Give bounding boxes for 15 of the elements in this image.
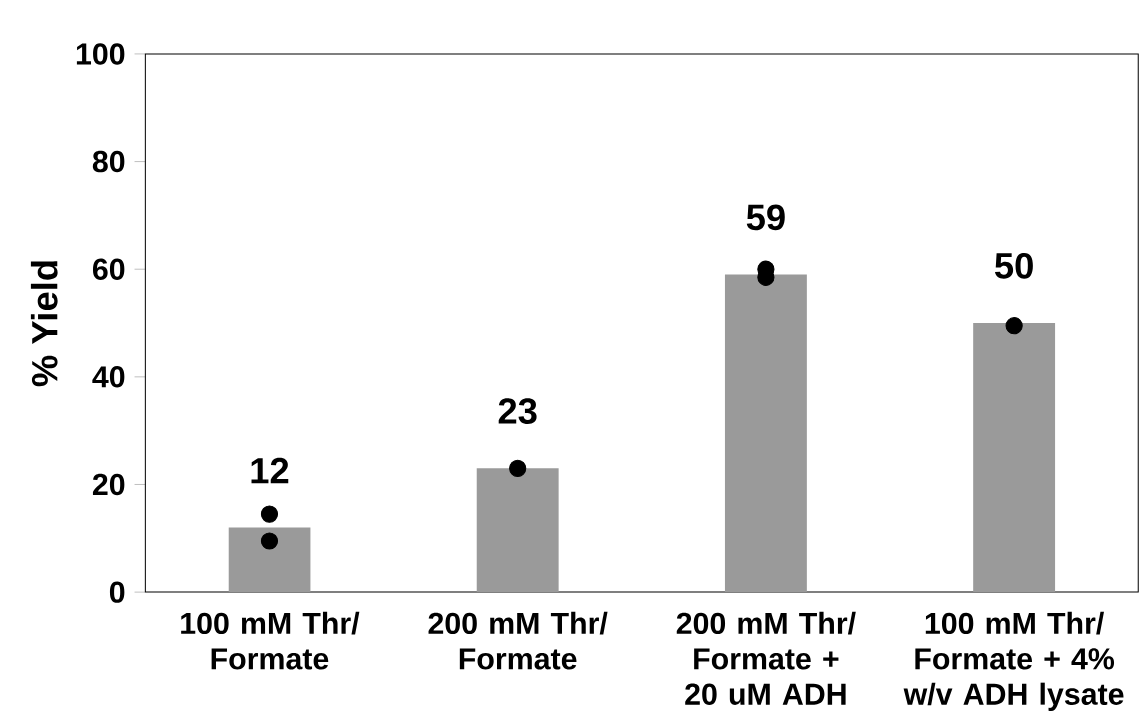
data-label: 59 [746,204,785,231]
x-tick-label: 200 mM Thr/ Formate [428,611,608,670]
x-tick-label: 100 mM Thr/ Formate + 4% w/v ADH lysate [903,611,1124,711]
y-tick-label: 0 [109,581,125,603]
y-tick-label: 40 [92,365,125,388]
data-label: 50 [994,252,1033,279]
data-label: 12 [251,457,289,483]
y-axis-title: % Yield [30,261,58,386]
y-tick-label: 80 [92,150,125,173]
x-tick-label: 100 mM Thr/ Formate [181,611,360,670]
data-label: 23 [498,397,537,424]
x-tick-label: 200 mM Thr/ Formate + 20 uM ADH [676,611,856,705]
y-tick-label: 20 [92,473,125,495]
y-tick-label: 60 [92,258,125,280]
y-tick-label: 100 [76,42,125,65]
